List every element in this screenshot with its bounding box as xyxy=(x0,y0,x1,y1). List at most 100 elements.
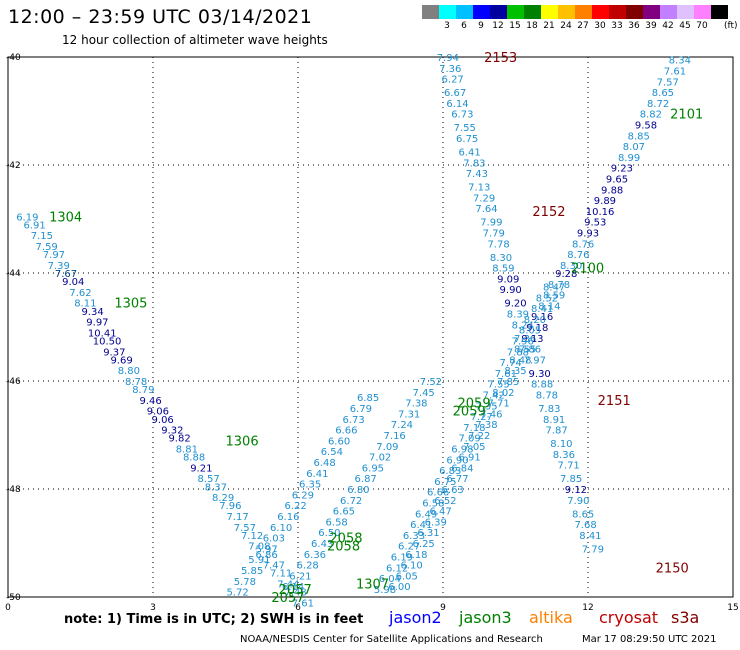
legend-label: 45 xyxy=(679,21,691,31)
data-point-label: 8.47 xyxy=(543,283,565,294)
data-point-label: 6.19 xyxy=(16,212,38,223)
data-point-label: 7.48 xyxy=(284,588,306,599)
data-point-label: 6.14 xyxy=(446,99,468,110)
data-point-label: 8.55 xyxy=(514,345,536,356)
data-point-label: 7.86 xyxy=(519,345,541,356)
data-point-label: 7.61 xyxy=(292,598,314,609)
data-point-label: 9.28 xyxy=(555,269,577,280)
data-point-label: 6.49 xyxy=(415,509,437,520)
data-point-label: 6.31 xyxy=(417,528,439,539)
plot-frame xyxy=(7,56,734,598)
legend-swatch xyxy=(456,5,473,19)
data-point-label: 7.57 xyxy=(657,77,679,88)
data-point-label: 8.10 xyxy=(550,439,572,450)
data-point-label: 8.57 xyxy=(197,474,219,485)
data-point-label: 6.58 xyxy=(422,499,444,510)
data-point-label: 8.39 xyxy=(507,310,529,321)
legend-label: 70 xyxy=(696,21,708,31)
satellite-altika: altika xyxy=(529,608,573,627)
data-point-label: 9.04 xyxy=(62,277,84,288)
legend-swatch xyxy=(592,5,609,19)
data-point-label: 7.79 xyxy=(582,544,604,555)
data-point-label: 8.76 xyxy=(567,250,589,261)
data-point-label: 7.57 xyxy=(234,523,256,534)
data-point-label: 7.36 xyxy=(439,64,461,75)
data-point-label: 6.10 xyxy=(400,561,422,572)
data-point-label: 8.14 xyxy=(538,301,560,312)
data-point-label: 6.05 xyxy=(396,571,418,582)
data-point-label: 6.10 xyxy=(270,523,292,534)
data-point-label: 6.95 xyxy=(362,463,384,474)
data-point-label: 7.55 xyxy=(454,123,476,134)
data-point-label: 8.80 xyxy=(118,366,140,377)
data-point-label: 6.60 xyxy=(328,436,350,447)
data-point-label: 7.22 xyxy=(468,431,490,442)
legend-label: 30 xyxy=(594,21,606,31)
data-point-label: 6.90 xyxy=(446,455,468,466)
data-point-label: 6.52 xyxy=(434,496,456,507)
data-point-label: 7.39 xyxy=(48,261,70,272)
data-point-label: 7.52 xyxy=(420,377,442,388)
pass-label: 2058 xyxy=(329,532,362,547)
data-point-label: 6.41 xyxy=(306,469,328,480)
data-point-label: 7.61 xyxy=(664,67,686,78)
data-point-label: 6.48 xyxy=(313,458,335,469)
data-point-label: 7.99 xyxy=(480,218,502,229)
legend-label: 42 xyxy=(662,21,674,31)
data-point-label: 8.36 xyxy=(553,450,575,461)
data-point-label: 6.66 xyxy=(427,488,449,499)
data-point-label: 8.65 xyxy=(652,88,674,99)
data-point-label: 8.11 xyxy=(74,299,96,310)
pass-label: 2058 xyxy=(327,540,360,555)
legend-swatch xyxy=(490,5,507,19)
data-point-label: 6.16 xyxy=(277,512,299,523)
y-tick-label: -40 xyxy=(6,53,21,63)
data-point-label: 9.06 xyxy=(152,415,174,426)
y-tick-label: -44 xyxy=(6,269,21,279)
pass-label: 2150 xyxy=(656,561,689,576)
data-point-label: 9.20 xyxy=(504,299,526,310)
data-point-label: 7.08 xyxy=(248,542,270,553)
data-point-label: 6.91 xyxy=(458,453,480,464)
data-point-label: 7.27 xyxy=(471,412,493,423)
legend-swatch xyxy=(694,5,711,19)
data-point-label: 8.78 xyxy=(536,391,558,402)
data-point-label: 6.33 xyxy=(403,531,425,542)
data-point-label: 7.45 xyxy=(413,388,435,399)
data-point-label: 6.80 xyxy=(347,485,369,496)
data-point-label: 9.53 xyxy=(584,218,606,229)
data-point-label: 7.43 xyxy=(466,169,488,180)
data-point-label: 9.82 xyxy=(168,434,190,445)
data-point-label: 6.73 xyxy=(342,415,364,426)
data-point-label: 7.71 xyxy=(558,461,580,472)
data-point-label: 6.25 xyxy=(413,539,435,550)
data-point-label: 5.85 xyxy=(241,566,263,577)
data-point-label: 7.96 xyxy=(219,501,241,512)
data-point-label: 5.97 xyxy=(255,544,277,555)
y-tick-label: -50 xyxy=(6,593,21,603)
data-point-label: 6.77 xyxy=(446,474,468,485)
data-point-label: 6.54 xyxy=(321,447,343,458)
data-point-label: 7.87 xyxy=(545,426,567,437)
data-point-label: 6.91 xyxy=(23,220,45,231)
legend-swatch xyxy=(473,5,490,19)
data-point-label: 7.59 xyxy=(36,242,58,253)
data-point-label: 6.27 xyxy=(398,542,420,553)
data-point-label: 7.96 xyxy=(512,337,534,348)
data-point-label: 9.09 xyxy=(497,274,519,285)
data-point-label: 7.02 xyxy=(369,453,391,464)
page-subtitle: 12 hour collection of altimeter wave hei… xyxy=(62,33,328,47)
data-point-label: 6.72 xyxy=(340,496,362,507)
data-point-label: 8.65 xyxy=(572,509,594,520)
data-point-label: 9.90 xyxy=(500,285,522,296)
data-point-label: 7.18 xyxy=(463,423,485,434)
data-point-label: 6.87 xyxy=(355,474,377,485)
footer-note: note: 1) Time is in UTC; 2) SWH is in fe… xyxy=(64,612,364,627)
legend-swatch xyxy=(524,5,541,19)
data-point-label: 8.59 xyxy=(543,291,565,302)
x-tick-label: 15 xyxy=(727,603,738,610)
data-point-label: 7.09 xyxy=(458,434,480,445)
data-point-label: 6.86 xyxy=(255,550,277,561)
legend-label: 3 xyxy=(444,21,450,31)
data-point-label: 9.06 xyxy=(147,407,169,418)
